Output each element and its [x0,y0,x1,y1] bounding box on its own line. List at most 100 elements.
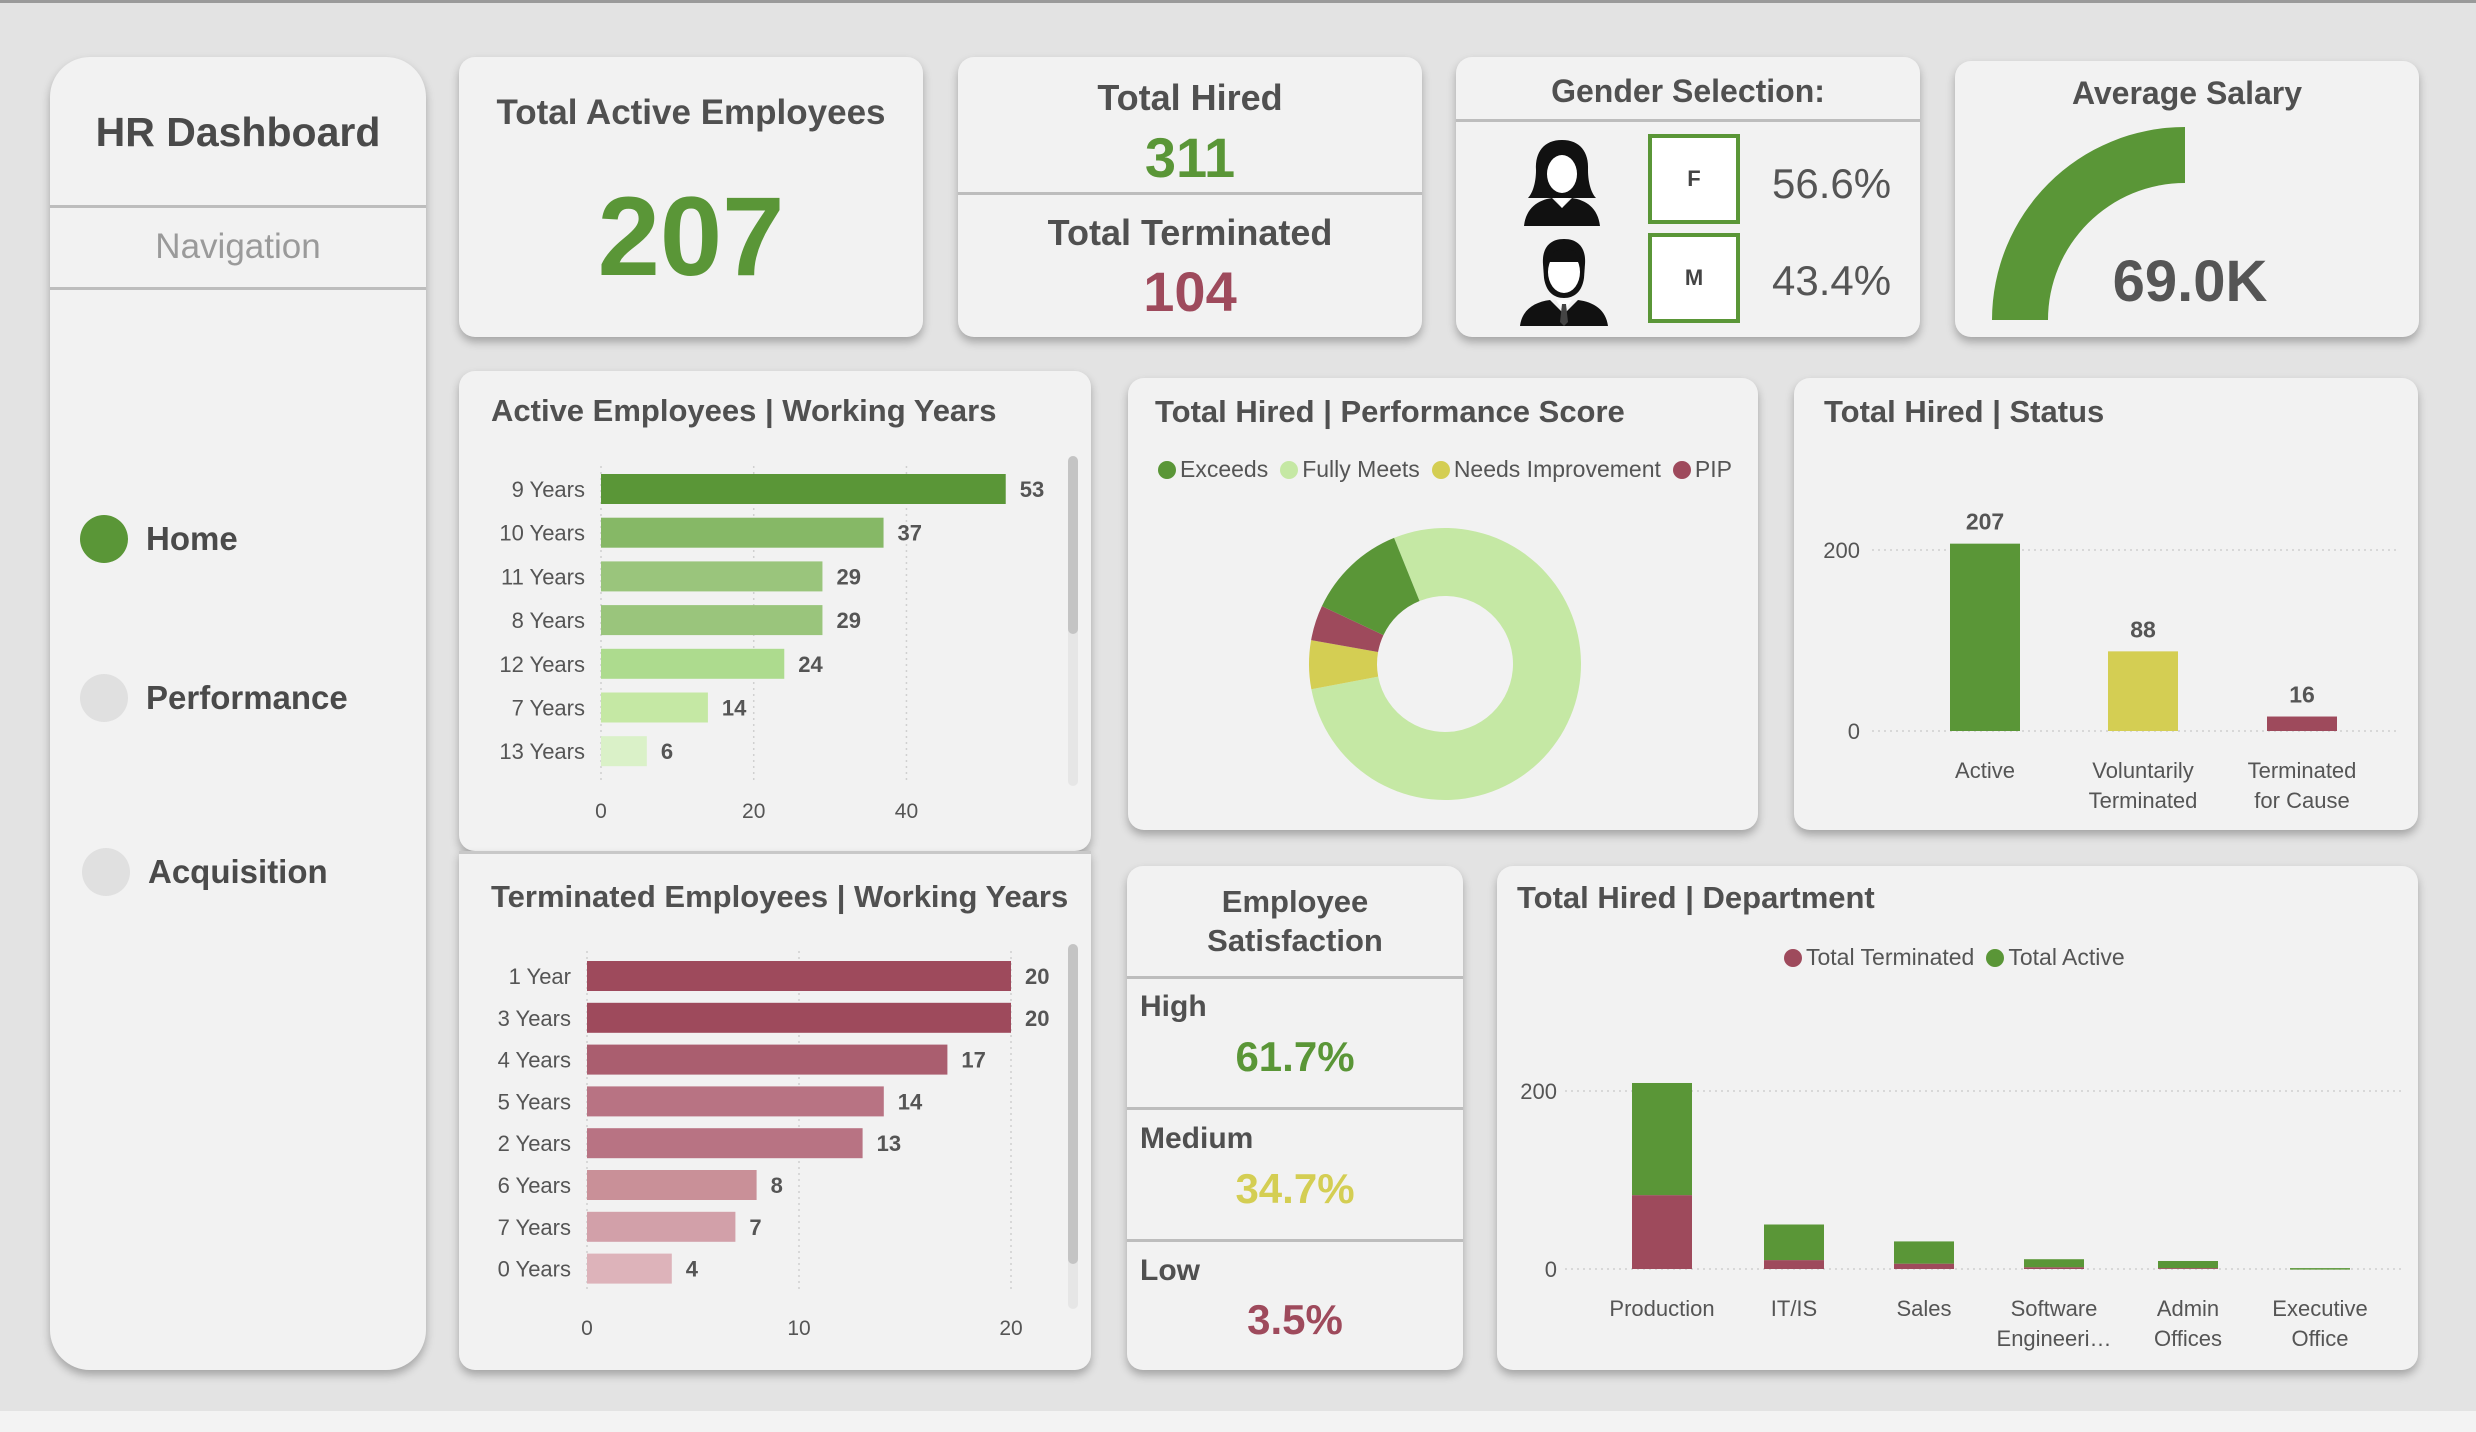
legend-item[interactable]: PIP [1672,456,1732,483]
scrollbar[interactable] [1068,456,1078,786]
category-label: 9 Years [512,477,585,502]
satisfaction-title-line2: Satisfaction [1207,923,1383,958]
bar [601,692,708,723]
sidebar-item-acquisition[interactable]: Acquisition [82,848,328,896]
data-label: 16 [2289,682,2315,708]
hired-department-chart: 0 200 Production IT/IS Sales Software Engineer… [1520,1079,2402,1351]
data-label: 20 [1025,964,1049,989]
performance-score-chart [1309,528,1581,800]
scrollbar[interactable] [1068,944,1078,1309]
bar [587,1086,884,1117]
sidebar-item-performance[interactable]: Performance [80,674,348,722]
donut-slice [1311,528,1581,800]
bar [587,1044,948,1075]
sidebar-item-label: Home [146,520,238,557]
sidebar-divider-top [50,205,426,208]
sidebar-divider-bottom [50,287,426,290]
female-percent: 56.6% [1772,160,1892,207]
satisfaction-card: Employee Satisfaction [1127,866,1463,1370]
bar [601,648,785,679]
kpi-divider [958,192,1422,195]
tick-label: 20 [742,800,765,823]
bar-terminated [1632,1195,1692,1269]
total-active-label: Total Active Employees [496,93,886,132]
legend-label: Fully Meets [1302,456,1420,482]
bar-terminated [2024,1267,2084,1269]
legend-swatch [1784,948,1802,967]
legend-item[interactable]: Total Terminated [1784,944,1974,971]
tick-label: 10 [787,1317,810,1340]
scrollbar-thumb[interactable] [1068,944,1078,1264]
legend-item[interactable]: Total Active [1986,944,2125,971]
bar [601,736,647,767]
legend-item[interactable]: Needs Improvement [1431,456,1661,483]
bar [601,517,884,548]
tick-label: 0 [581,1317,593,1340]
gender-divider [1456,119,1920,122]
satisfaction-divider [1127,1239,1463,1242]
total-active-card: Total Active Employees 207 [459,57,923,337]
terminated-working-years-chart: 0 10 20 1 Year 20 3 Years 20 4 Years 17 5 Years 14… [498,951,1049,1340]
sidebar-item-home[interactable]: Home [80,515,238,563]
category-label: IT/IS [1771,1296,1817,1321]
bar-terminated [2158,1268,2218,1269]
category-label: Active [1955,758,2015,783]
total-active-value: 207 [597,174,785,299]
performance-indicator-icon [80,674,128,722]
total-hired-value: 311 [1144,126,1236,189]
data-label: 88 [2130,616,2156,642]
bar [601,605,823,636]
chart-title: Terminated Employees | Working Years [491,879,1069,914]
category-label: Office [2291,1326,2348,1351]
legend-item[interactable]: Exceeds [1158,456,1268,483]
satisfaction-divider [1127,1107,1463,1110]
category-label: 10 Years [499,521,585,546]
female-user-icon [1524,140,1600,226]
bar [2108,651,2178,731]
salary-gauge [1992,127,2185,320]
category-label: 0 Years [498,1257,571,1282]
data-label: 207 [1966,509,2004,535]
gender-filter-female[interactable]: F [1648,134,1740,224]
scrollbar-thumb[interactable] [1068,456,1078,634]
data-label: 14 [722,696,747,721]
data-label: 20 [1025,1006,1049,1031]
satisfaction-divider [1127,976,1463,979]
legend-swatch [1672,460,1691,479]
legend-label: Exceeds [1180,456,1269,482]
data-label: 37 [898,521,922,546]
gender-filter-male[interactable]: M [1648,233,1740,323]
chart-legend: Exceeds Fully Meets Needs Improvement PI… [1158,456,1744,483]
avg-salary-label: Average Salary [2071,75,2303,111]
category-label: Software [2011,1296,2098,1321]
gender-label: Gender Selection: [1551,73,1825,109]
category-label: Production [1609,1296,1714,1321]
category-label: 13 Years [499,739,585,764]
bar-active [1894,1241,1954,1264]
satisfaction-title-line1: Employee [1221,884,1369,919]
donut-slice [1321,537,1420,636]
total-terminated-value: 104 [1143,260,1237,323]
legend-label: PIP [1694,456,1732,482]
bar [587,1002,1011,1033]
donut-slice [1311,606,1384,653]
category-label: Terminated [2089,788,2198,813]
tick-label: 200 [1823,538,1860,563]
bar-active [1764,1224,1824,1261]
category-label: Executive [2272,1296,2367,1321]
tick-label: 20 [999,1317,1022,1340]
legend-item[interactable]: Fully Meets [1280,456,1420,483]
bar [587,1170,757,1200]
category-label: 5 Years [498,1089,571,1114]
category-label: 8 Years [512,608,585,633]
avg-salary-value: 69.0K [2112,249,2268,314]
legend-label: Total Active [2008,944,2125,970]
performance-score-card: Total Hired | Performance Score Exceeds … [1128,378,1758,830]
total-hired-label: Total Hired [1097,77,1283,118]
data-label: 4 [686,1257,699,1282]
bar-active [1632,1082,1692,1196]
tick-label: 0 [1545,1257,1557,1282]
bar [587,961,1011,991]
legend-swatch [1158,460,1176,479]
data-label: 14 [898,1089,923,1114]
